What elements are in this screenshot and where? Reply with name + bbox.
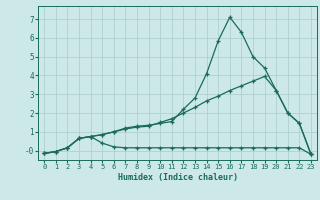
X-axis label: Humidex (Indice chaleur): Humidex (Indice chaleur) <box>118 173 238 182</box>
